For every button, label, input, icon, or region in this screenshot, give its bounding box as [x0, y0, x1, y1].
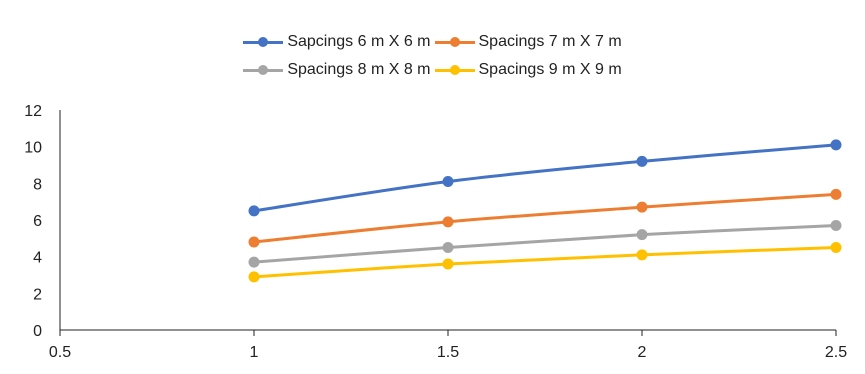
legend: Sapcings 6 m X 6 m Spacings 7 m X 7 m Sp…: [0, 28, 865, 84]
legend-marker-series-2: [449, 37, 460, 47]
data-point-series-3-2: [442, 242, 454, 253]
y-tick-label: 12: [24, 103, 42, 120]
legend-entry-series-3: Spacings 8 m X 8 m: [243, 61, 431, 79]
data-point-series-2-1: [248, 236, 260, 248]
axes: 0.5 1 1.5 2 2.5 0 2 4 6 8 10 12: [24, 103, 847, 361]
data-point-series-3-4: [830, 220, 842, 231]
y-tick-label: 0: [33, 323, 42, 340]
series-lines: [253, 143, 837, 279]
y-tick-label: 10: [24, 140, 42, 157]
legend-label-series-3: Spacings 8 m X 8 m: [287, 61, 431, 78]
data-point-series-1-1: [248, 205, 260, 217]
y-tick-label: 4: [33, 250, 42, 267]
legend-entry-series-1: Sapcings 6 m X 6 m: [243, 33, 431, 51]
data-point-series-1-3: [636, 155, 648, 167]
legend-label-series-2: Spacings 7 m X 7 m: [478, 33, 622, 50]
legend-entry-series-2: Spacings 7 m X 7 m: [434, 33, 622, 51]
x-tick-label: 2: [638, 344, 647, 361]
legend-swatch-series-2: [434, 35, 475, 49]
y-tick-label: 8: [33, 176, 42, 193]
series-line-2: [253, 192, 837, 244]
legend-marker-series-1: [258, 37, 269, 47]
series-line-1: [253, 143, 837, 213]
legend-label-series-1: Sapcings 6 m X 6 m: [287, 33, 431, 50]
series-line-3: [253, 224, 837, 264]
data-point-series-4-3: [636, 249, 648, 261]
x-tick-label: 1.5: [437, 344, 459, 361]
x-tick-label: 2.5: [825, 344, 847, 361]
legend-entry-series-4: Spacings 9 m X 9 m: [434, 61, 622, 79]
legend-row-2: Spacings 8 m X 8 m Spacings 9 m X 9 m: [0, 56, 865, 84]
data-point-series-2-3: [636, 201, 648, 213]
legend-marker-series-4: [449, 65, 460, 75]
legend-marker-series-3: [258, 65, 269, 75]
legend-swatch-series-3: [243, 63, 284, 77]
legend-swatch-series-1: [243, 35, 284, 49]
legend-row-1: Sapcings 6 m X 6 m Spacings 7 m X 7 m: [0, 28, 865, 56]
x-tick-label: 1: [250, 344, 259, 361]
data-point-series-1-2: [442, 176, 454, 187]
data-point-series-1-4: [830, 139, 842, 151]
data-point-series-4-4: [830, 242, 842, 253]
data-point-series-3-3: [636, 229, 648, 241]
x-tick-label: 0.5: [49, 344, 71, 361]
data-point-series-2-4: [830, 188, 842, 200]
y-tick-label: 6: [33, 213, 42, 230]
legend-label-series-4: Spacings 9 m X 9 m: [478, 61, 622, 78]
data-point-series-2-2: [442, 216, 454, 228]
data-point-series-4-1: [248, 271, 260, 283]
series-points: [248, 139, 842, 283]
data-point-series-3-1: [248, 256, 260, 268]
legend-swatch-series-4: [434, 63, 475, 77]
y-tick-label: 2: [33, 286, 42, 303]
data-point-series-4-2: [442, 258, 454, 270]
series-line-4: [253, 246, 837, 279]
